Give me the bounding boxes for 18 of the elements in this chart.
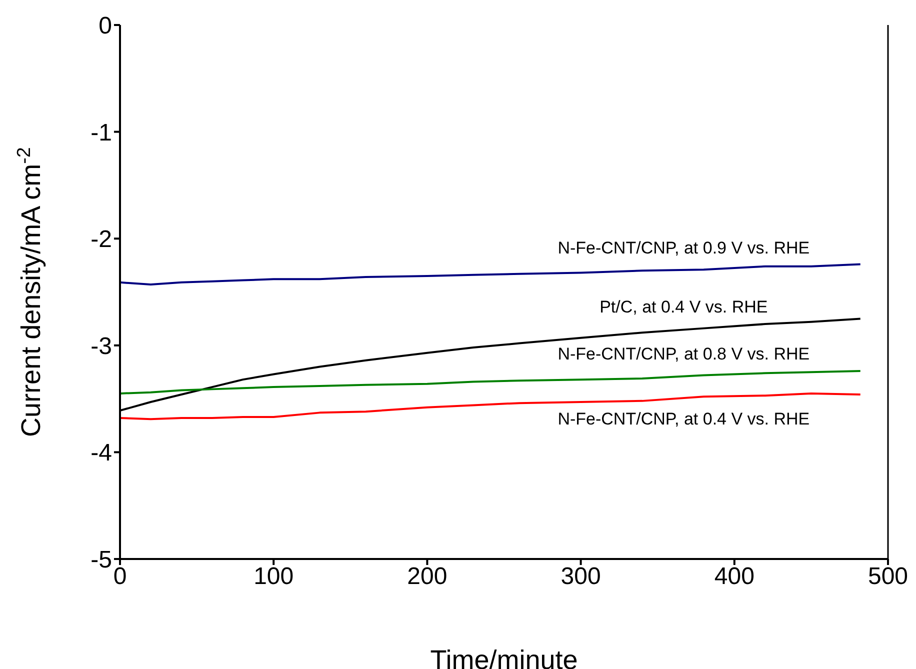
y-tick-label: 0 — [98, 12, 112, 40]
y-tick-label: -3 — [90, 332, 112, 360]
series-label: N-Fe-CNT/CNP, at 0.8 V vs. RHE — [558, 344, 810, 364]
x-tick-label: 100 — [254, 563, 294, 590]
series-label: Pt/C, at 0.4 V vs. RHE — [600, 298, 768, 317]
y-tick-label: -4 — [90, 440, 112, 467]
x-tick-label: 200 — [407, 563, 448, 590]
y-tick-label: -1 — [90, 119, 112, 146]
series-label: N-Fe-CNT/CNP, at 0.9 V vs. RHE — [558, 239, 810, 258]
x-tick-label: 400 — [714, 563, 754, 590]
x-tick-label: 500 — [868, 563, 908, 590]
x-axis-title: Time/minute — [430, 645, 578, 669]
series-label: N-Fe-CNT/CNP, at 0.4 V vs. RHE — [558, 410, 810, 430]
y-tick-label: -5 — [90, 546, 112, 574]
line-series — [120, 370, 862, 394]
x-tick-label: 300 — [560, 563, 601, 590]
line-series — [120, 263, 862, 286]
y-tick-label: -2 — [90, 226, 112, 254]
